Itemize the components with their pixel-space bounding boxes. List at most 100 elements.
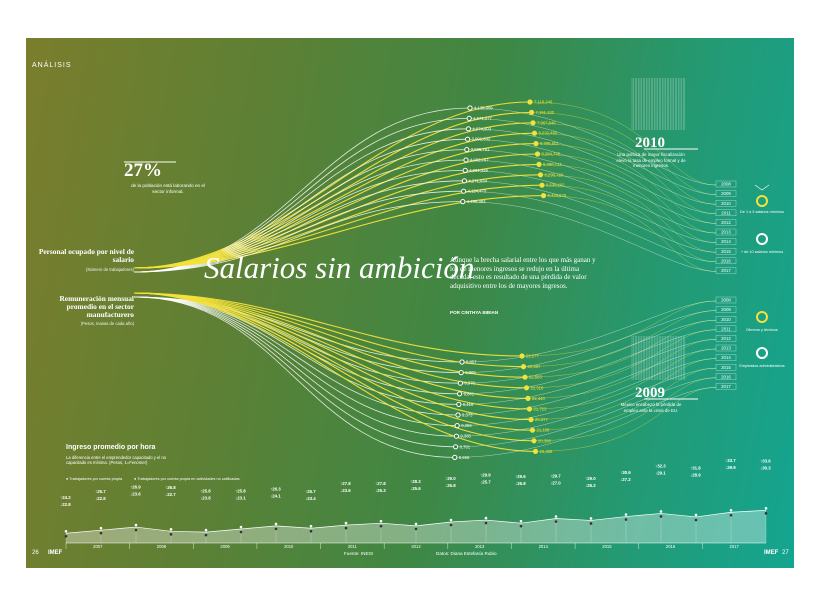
bottom-point	[528, 417, 534, 423]
top-value-label: 3,995,761	[471, 147, 490, 152]
bottom-legend-yellow-label: Obreros y técnicos	[746, 328, 778, 332]
hourly-point-b	[204, 533, 208, 537]
bottom-value-label: 20,377	[535, 417, 548, 422]
top-tail-yellow	[538, 164, 717, 243]
bottom-value-label: 9,641	[464, 391, 475, 396]
bottom-year-label: 2010	[721, 317, 731, 322]
bottom-value-label: 9,373	[462, 413, 473, 418]
top-point	[528, 109, 535, 116]
bottom-year-box	[715, 373, 737, 380]
top-point	[461, 178, 467, 184]
bottom-year-label: 2009	[721, 307, 731, 312]
bottom-point	[453, 433, 459, 439]
top-point	[533, 141, 539, 147]
top-line-white	[133, 201, 463, 273]
personal-label: Personal ocupado por nivel de salario	[38, 247, 134, 264]
bottom-tail-yellow	[529, 348, 717, 410]
bottom-point	[523, 385, 530, 391]
bottom-value-labels: 22,277 9,857 22,487 9,905 22,583 9,976 22,316 9…	[452, 353, 553, 460]
hourly-year-label: 2012	[411, 544, 421, 549]
top-line-white	[133, 118, 470, 273]
top-point	[465, 126, 471, 132]
source-note: Fuente: INEGI	[344, 551, 374, 556]
top-year-label: 2010	[721, 201, 731, 206]
hourly-label-bottom: ↓22.8	[60, 502, 71, 507]
hourly-point-a	[414, 522, 418, 526]
top-tail-white	[462, 201, 717, 272]
hourly-point-a	[274, 522, 278, 526]
remuneracion-label: Remuneración mensual promedio en el sect…	[59, 294, 134, 319]
hourly-point-a	[519, 519, 523, 523]
hourly-point-a	[764, 507, 768, 510]
hourly-label-bottom: ↓23.8	[200, 496, 211, 501]
top-callout-note: Una política de mayor fiscalización elev…	[616, 152, 686, 169]
bottom-value-label: 22,487	[528, 364, 541, 369]
bottom-tail-white	[459, 329, 717, 395]
data-credit: Datos: Diana Estefanía Rubio	[436, 551, 497, 556]
hourly-label-bottom: ↓23.6	[130, 491, 141, 496]
hourly-point-b	[309, 529, 313, 533]
brand-right: IMEF	[764, 550, 779, 556]
top-value-label: 8,384,745	[542, 152, 561, 157]
bottom-year-box	[715, 306, 737, 313]
bottom-value-label: 9,976	[464, 381, 475, 386]
hourly-label-bottom: ↓23.1	[235, 496, 246, 501]
bottom-line-white	[133, 296, 455, 458]
hourly-chart-subtitle: La diferencia entre el emprendedor capac…	[66, 455, 167, 465]
bottom-legend-yellow-ring	[756, 311, 768, 323]
hourly-point-a	[554, 515, 558, 518]
top-point	[464, 147, 470, 153]
hourly-label-top: ↑31.8	[690, 465, 701, 470]
top-year-label: 2013	[721, 230, 731, 235]
bottom-line-white	[133, 296, 458, 426]
bottom-value-label: 9,416	[463, 402, 474, 407]
bottom-point	[454, 423, 460, 429]
top-tail-white	[465, 170, 717, 243]
bottom-year-box	[715, 383, 737, 390]
hourly-point-b	[449, 523, 453, 527]
legend-markers	[754, 184, 770, 359]
hourly-point-a	[589, 517, 593, 520]
top-value-label: 8,232,466	[539, 131, 558, 136]
hourly-point-b	[239, 530, 243, 534]
bottom-tail-white	[461, 300, 717, 363]
bottom-point	[531, 438, 537, 444]
top-value-label: 4,061,229	[469, 168, 488, 173]
hourly-label-top: ↑29.7	[550, 474, 561, 479]
top-year-label: 2008	[721, 182, 731, 187]
bottom-value-label: 9,366	[461, 423, 472, 428]
top-year-box	[715, 199, 737, 207]
bottom-value-label: 8,791	[460, 444, 471, 449]
hourly-point-a	[169, 528, 173, 531]
top-year-box	[715, 209, 737, 217]
bottom-value-label: 21,188	[537, 428, 550, 433]
top-point	[460, 199, 466, 205]
hourly-label-top: ↑29.9	[480, 473, 491, 478]
hourly-point-b	[624, 518, 628, 521]
bottom-point	[455, 412, 461, 418]
brand-left: IMEF	[48, 550, 63, 556]
bottom-value-label: 8,956	[459, 455, 470, 460]
hourly-point-a	[449, 518, 453, 522]
top-point	[540, 193, 547, 199]
top-year-box	[715, 219, 737, 226]
hourly-point-a	[99, 526, 103, 530]
top-year-box	[715, 267, 737, 274]
hourly-label-top: ↑25.7	[305, 489, 316, 494]
top-legend-yellow-label: De 1 a 3 salarios mínimos	[740, 210, 784, 214]
top-value-label: 8,423,579	[548, 193, 567, 198]
callout-rays	[124, 78, 698, 400]
top-value-label: 4,271,934	[468, 178, 487, 183]
bottom-year-label: 2012	[721, 336, 731, 341]
hourly-point-b	[764, 512, 768, 515]
hourly-point-b	[659, 515, 663, 518]
bottom-tail-white	[457, 348, 717, 416]
hourly-label-top: ↑26.8	[165, 485, 176, 490]
top-line-white	[133, 149, 467, 273]
top-line-yellow	[133, 122, 534, 269]
bottom-legend-white-label: Empleados administrativos	[739, 364, 785, 368]
bottom-tail-yellow	[523, 310, 717, 367]
bottom-value-label: 9,857	[466, 360, 477, 365]
bottom-line-white	[133, 296, 456, 448]
hourly-label-top: ↑25.7	[95, 489, 106, 494]
